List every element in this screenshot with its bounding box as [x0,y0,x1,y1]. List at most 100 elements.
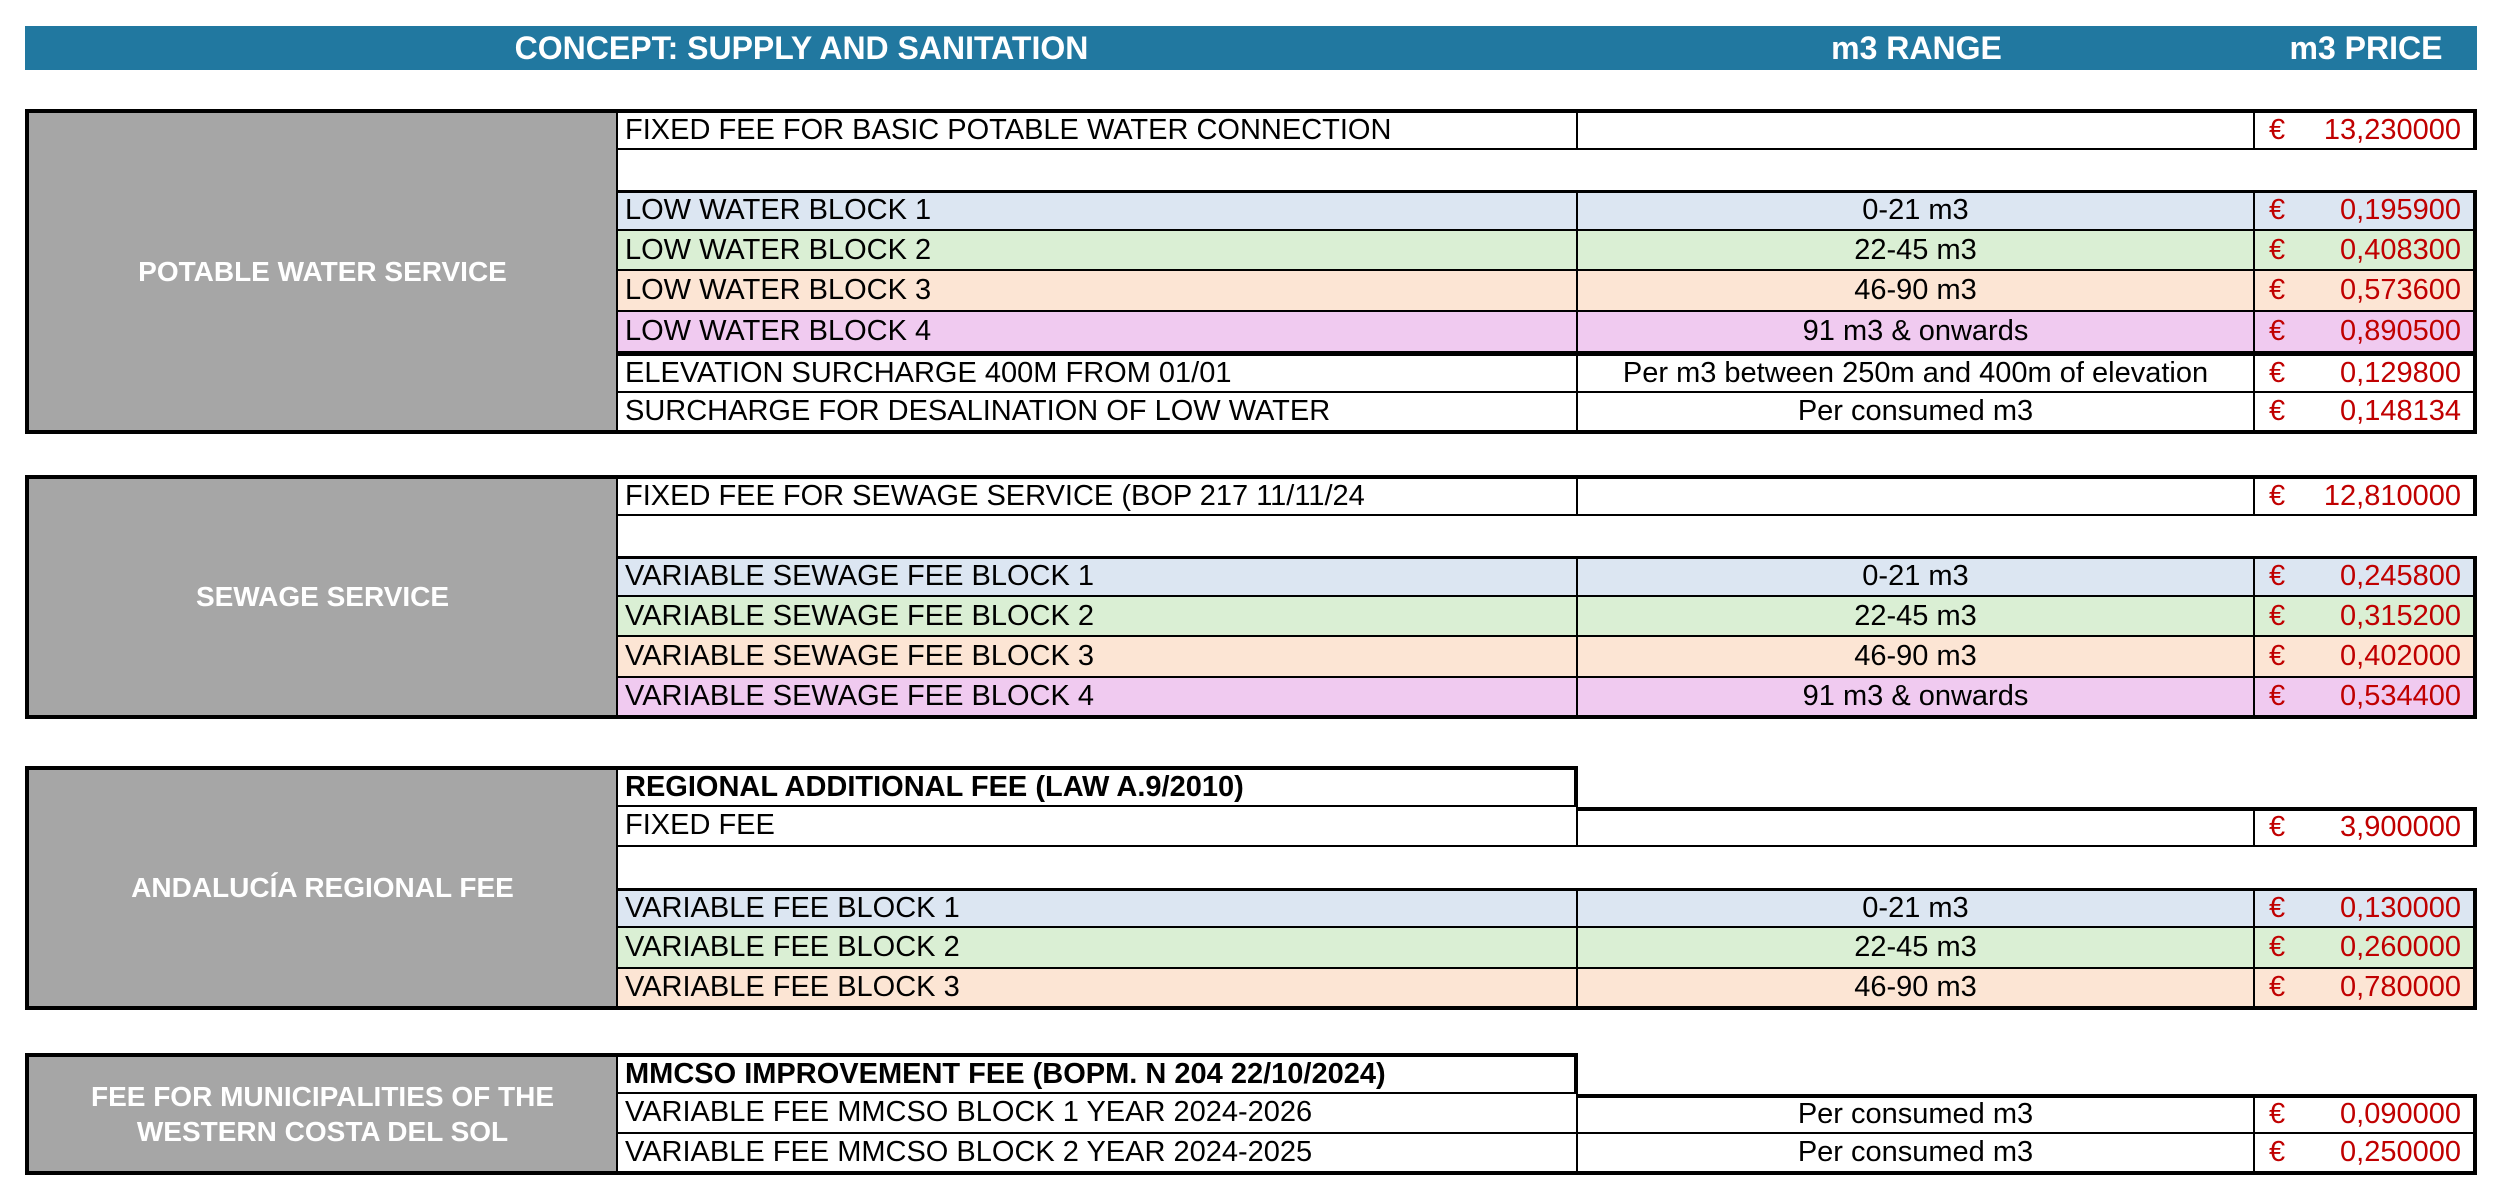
euro-sign: € [2269,560,2286,593]
range-cell: 22-45 m3 [1578,928,2255,969]
price-cell: €3,900000 [2255,806,2477,848]
euro-sign: € [2269,892,2286,925]
euro-sign: € [2269,811,2286,844]
price-cell: €0,090000 [2255,1093,2477,1135]
price-value: 0,129800 [2340,356,2461,389]
fee-section: ANDALUCÍA REGIONAL FEE REGIONAL ADDITIONA… [25,766,2477,1010]
price-cell: €0,780000 [2255,968,2477,1010]
group-header-cell: MMCSO IMPROVEMENT FEE (BOPM. N 204 22/10… [618,1053,1578,1094]
range-cell [1578,806,2255,848]
price-value: 0,890500 [2340,314,2461,347]
euro-sign: € [2269,1098,2286,1131]
table-header-bar: CONCEPT: SUPPLY AND SANITATION m3 RANGE … [25,26,2477,70]
desc-cell: FIXED FEE [618,806,1578,848]
range-cell: Per m3 between 250m and 400m of elevatio… [1578,352,2255,394]
section-title: FEE FOR MUNICIPALITIES OF THE WESTERN CO… [25,1053,618,1175]
price-cell: €0,402000 [2255,637,2477,678]
price-value: 0,260000 [2340,931,2461,964]
price-cell: €0,245800 [2255,556,2477,597]
desc-cell: VARIABLE SEWAGE FEE BLOCK 2 [618,596,1578,638]
price-value: 0,090000 [2340,1098,2461,1131]
range-cell: 0-21 m3 [1578,556,2255,597]
price-cell: €0,250000 [2255,1134,2477,1175]
range-cell: 91 m3 & onwards [1578,311,2255,353]
empty-row-spacer [618,150,2477,191]
range-cell: 22-45 m3 [1578,596,2255,638]
price-value: 0,245800 [2340,560,2461,593]
price-value: 0,148134 [2340,394,2461,427]
header-price-column: m3 PRICE [2289,29,2443,66]
price-value: 0,534400 [2340,679,2461,712]
euro-sign: € [2269,233,2286,266]
price-cell: €0,408300 [2255,230,2477,272]
price-value: 0,195900 [2340,194,2461,227]
desc-cell: VARIABLE FEE BLOCK 2 [618,928,1578,969]
euro-sign: € [2269,679,2286,712]
euro-sign: € [2269,599,2286,632]
range-cell: 91 m3 & onwards [1578,677,2255,719]
euro-sign: € [2269,970,2286,1003]
euro-sign: € [2269,479,2286,512]
desc-cell: LOW WATER BLOCK 1 [618,190,1578,231]
header-concept: CONCEPT: SUPPLY AND SANITATION [514,29,1089,66]
label-row-spacer [1578,1053,2477,1094]
range-cell: Per consumed m3 [1578,393,2255,434]
desc-cell: LOW WATER BLOCK 3 [618,271,1578,312]
empty-row-spacer [618,847,2477,888]
price-value: 0,130000 [2340,892,2461,925]
section-title: SEWAGE SERVICE [25,475,618,719]
desc-cell: FIXED FEE FOR BASIC POTABLE WATER CONNEC… [618,109,1578,150]
range-cell: 0-21 m3 [1578,190,2255,231]
label-row-spacer [1578,766,2477,807]
desc-cell: VARIABLE FEE BLOCK 1 [618,887,1578,929]
price-value: 13,230000 [2323,113,2461,146]
price-cell: €0,130000 [2255,887,2477,929]
euro-sign: € [2269,640,2286,673]
desc-cell: LOW WATER BLOCK 2 [618,230,1578,272]
desc-cell: VARIABLE SEWAGE FEE BLOCK 4 [618,677,1578,719]
price-value: 0,408300 [2340,233,2461,266]
range-cell [1578,109,2255,150]
euro-sign: € [2269,113,2286,146]
desc-cell: VARIABLE SEWAGE FEE BLOCK 3 [618,637,1578,678]
range-cell: 0-21 m3 [1578,887,2255,929]
header-range-column: m3 RANGE [1831,29,2002,66]
desc-cell: VARIABLE FEE MMCSO BLOCK 1 YEAR 2024-202… [618,1093,1578,1135]
price-value: 12,810000 [2323,479,2461,512]
price-cell: €0,315200 [2255,596,2477,638]
desc-cell: FIXED FEE FOR SEWAGE SERVICE (BOP 217 11… [618,475,1578,516]
section-title: ANDALUCÍA REGIONAL FEE [25,766,618,1010]
price-value: 3,900000 [2340,811,2461,844]
price-cell: €0,890500 [2255,311,2477,353]
price-cell: €0,195900 [2255,190,2477,231]
euro-sign: € [2269,356,2286,389]
price-cell: €0,534400 [2255,677,2477,719]
range-cell: 22-45 m3 [1578,230,2255,272]
range-cell: 46-90 m3 [1578,637,2255,678]
range-cell: Per consumed m3 [1578,1134,2255,1175]
price-value: 0,402000 [2340,640,2461,673]
desc-cell: VARIABLE FEE BLOCK 3 [618,968,1578,1010]
price-cell: €0,129800 [2255,352,2477,394]
price-value: 0,315200 [2340,599,2461,632]
price-value: 0,780000 [2340,970,2461,1003]
price-value: 0,573600 [2340,274,2461,307]
price-cell: €0,148134 [2255,393,2477,434]
euro-sign: € [2269,1135,2286,1168]
empty-row-spacer [618,516,2477,557]
desc-cell: SURCHARGE FOR DESALINATION OF LOW WATER [618,393,1578,434]
euro-sign: € [2269,931,2286,964]
price-cell: €13,230000 [2255,109,2477,150]
price-cell: €0,573600 [2255,271,2477,312]
range-cell: Per consumed m3 [1578,1093,2255,1135]
price-value: 0,250000 [2340,1135,2461,1168]
section-title: POTABLE WATER SERVICE [25,109,618,434]
fee-section: FEE FOR MUNICIPALITIES OF THE WESTERN CO… [25,1053,2477,1175]
euro-sign: € [2269,394,2286,427]
desc-cell: VARIABLE SEWAGE FEE BLOCK 1 [618,556,1578,597]
desc-cell: VARIABLE FEE MMCSO BLOCK 2 YEAR 2024-202… [618,1134,1578,1175]
euro-sign: € [2269,274,2286,307]
desc-cell: ELEVATION SURCHARGE 400M FROM 01/01 [618,352,1578,394]
euro-sign: € [2269,314,2286,347]
